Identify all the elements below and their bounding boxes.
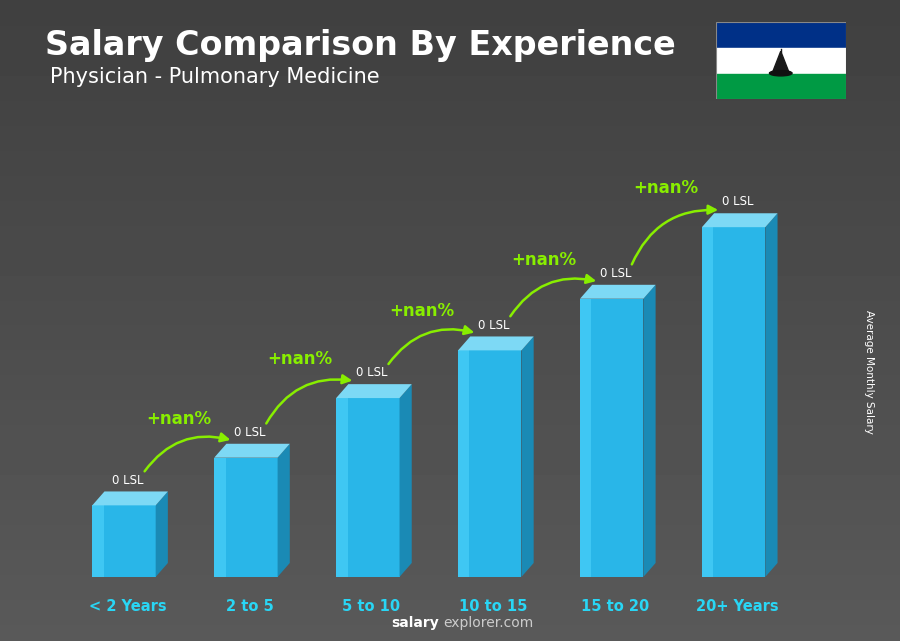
Polygon shape	[580, 285, 655, 299]
Text: 10 to 15: 10 to 15	[459, 599, 527, 614]
Bar	[336, 398, 400, 577]
Bar	[702, 227, 714, 577]
Text: 0 LSL: 0 LSL	[722, 196, 753, 208]
Polygon shape	[336, 384, 411, 398]
Polygon shape	[214, 444, 290, 458]
Bar	[716, 48, 846, 74]
Text: 2 to 5: 2 to 5	[226, 599, 274, 614]
Text: 15 to 20: 15 to 20	[581, 599, 650, 614]
Bar	[702, 227, 765, 577]
Text: +nan%: +nan%	[511, 251, 577, 269]
Bar	[716, 22, 846, 48]
Polygon shape	[702, 213, 778, 227]
Text: 0 LSL: 0 LSL	[356, 367, 387, 379]
Text: 0 LSL: 0 LSL	[112, 474, 143, 487]
Bar	[93, 505, 156, 577]
Polygon shape	[521, 337, 534, 577]
Text: 0 LSL: 0 LSL	[478, 319, 509, 331]
Bar	[580, 299, 591, 577]
Text: 20+ Years: 20+ Years	[696, 599, 778, 614]
Polygon shape	[458, 337, 534, 351]
Text: Physician - Pulmonary Medicine: Physician - Pulmonary Medicine	[50, 67, 379, 87]
Text: Salary Comparison By Experience: Salary Comparison By Experience	[45, 29, 676, 62]
Bar	[458, 351, 470, 577]
Bar	[336, 398, 347, 577]
Text: +nan%: +nan%	[634, 179, 698, 197]
Text: Average Monthly Salary: Average Monthly Salary	[863, 310, 874, 434]
Bar	[214, 458, 277, 577]
Polygon shape	[400, 384, 411, 577]
Text: 0 LSL: 0 LSL	[234, 426, 266, 439]
Text: < 2 Years: < 2 Years	[89, 599, 166, 614]
Polygon shape	[277, 444, 290, 577]
Text: +nan%: +nan%	[390, 303, 454, 320]
Polygon shape	[765, 213, 778, 577]
Text: salary: salary	[392, 616, 439, 630]
Text: +nan%: +nan%	[267, 350, 333, 368]
Bar	[458, 351, 521, 577]
Text: +nan%: +nan%	[146, 410, 211, 428]
Polygon shape	[772, 51, 789, 74]
Text: 0 LSL: 0 LSL	[599, 267, 631, 280]
Bar	[716, 74, 846, 99]
Polygon shape	[644, 285, 655, 577]
Polygon shape	[156, 492, 168, 577]
Bar	[214, 458, 226, 577]
Text: explorer.com: explorer.com	[444, 616, 534, 630]
Polygon shape	[93, 492, 168, 505]
Bar	[93, 505, 104, 577]
Ellipse shape	[770, 71, 792, 76]
Text: 5 to 10: 5 to 10	[342, 599, 400, 614]
Bar	[580, 299, 644, 577]
